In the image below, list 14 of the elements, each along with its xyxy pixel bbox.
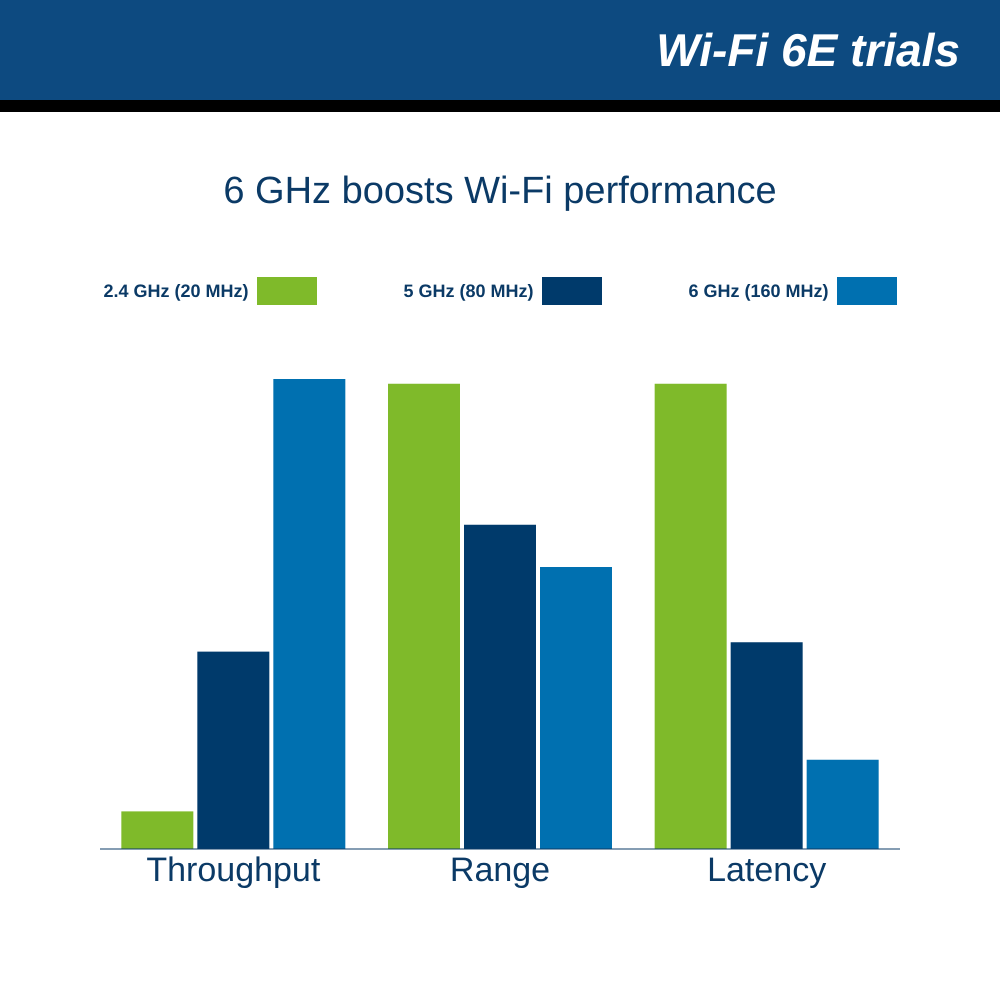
bar: [273, 379, 346, 849]
bar: [388, 384, 460, 849]
chart-subtitle: 6 GHz boosts Wi-Fi performance: [222, 170, 778, 213]
legend-label: 6 GHz (160 MHz): [688, 280, 829, 302]
x-tick-label: Throughput: [146, 851, 321, 890]
x-tick-label: Latency: [707, 851, 826, 890]
x-tick-label: Range: [450, 851, 550, 890]
bar: [654, 384, 727, 849]
bar: [540, 567, 612, 849]
chart-title: Wi-Fi 6E trials: [656, 23, 960, 77]
bar: [806, 760, 879, 849]
legend-label: 2.4 GHz (20 MHz): [103, 280, 249, 302]
bar: [121, 811, 194, 849]
legend-label: 5 GHz (80 MHz): [403, 280, 534, 302]
